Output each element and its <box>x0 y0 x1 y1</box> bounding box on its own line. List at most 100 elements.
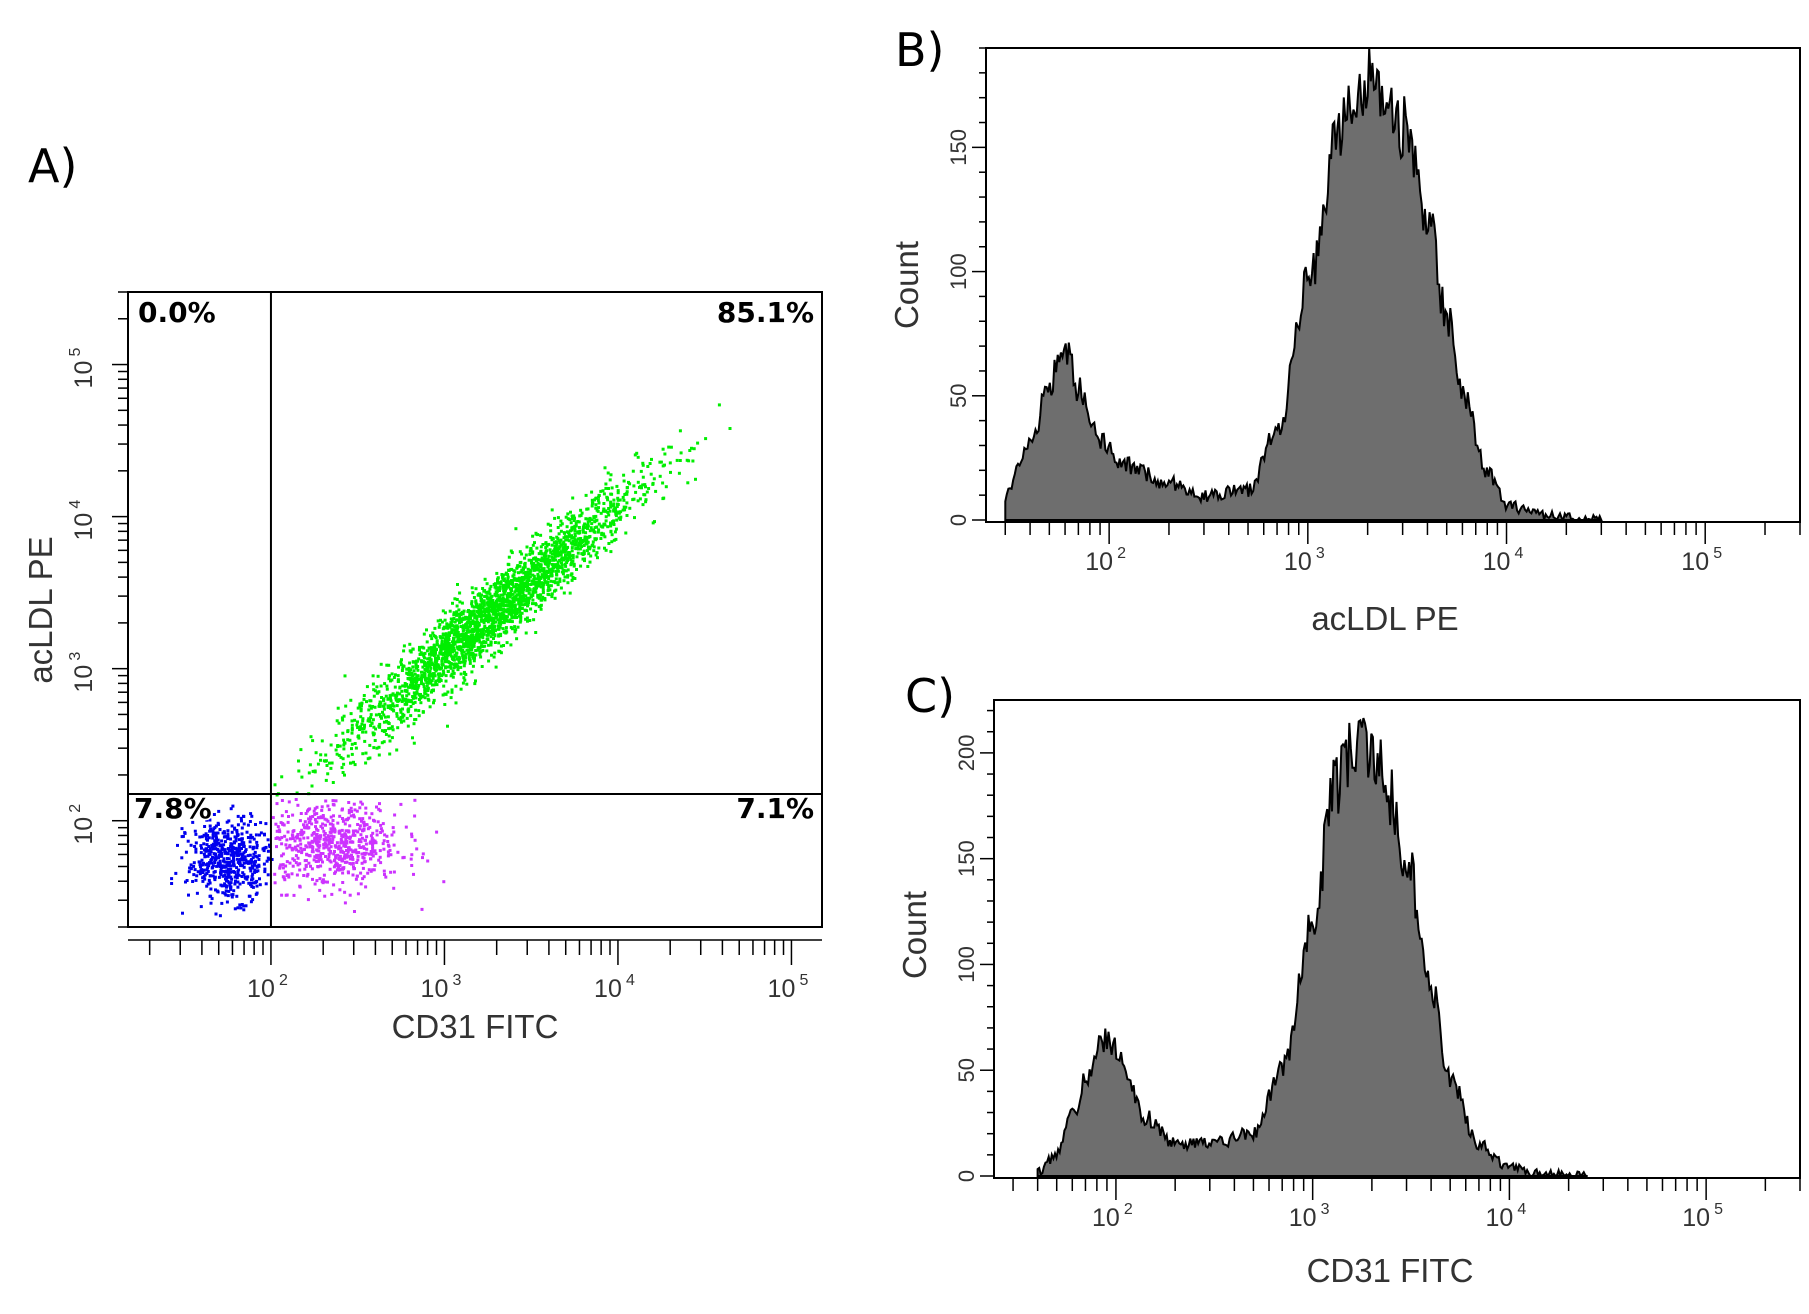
scatter-point-double-positive <box>571 496 575 500</box>
scatter-point-cd31-positive <box>323 880 327 884</box>
scatter-point-double-negative <box>220 901 224 905</box>
scatter-point-cd31-positive <box>361 817 365 821</box>
scatter-point-double-negative <box>201 863 205 867</box>
scatter-point-double-positive <box>429 681 433 685</box>
scatter-point-double-positive <box>379 684 383 688</box>
scatter-point-double-negative <box>241 871 245 875</box>
scatter-point-double-positive <box>340 766 344 770</box>
scatter-point-double-positive <box>350 728 354 732</box>
scatter-point-double-positive <box>518 610 522 614</box>
scatter-point-cd31-positive <box>303 859 307 863</box>
scatter-point-double-positive <box>357 736 361 740</box>
scatter-point-double-positive <box>519 597 523 601</box>
scatter-point-cd31-positive <box>347 848 351 852</box>
scatter-point-double-positive <box>523 565 527 569</box>
scatter-point-double-positive <box>466 639 470 643</box>
scatter-point-double-negative <box>199 863 203 867</box>
scatter-point-double-positive <box>518 608 522 612</box>
scatter-point-double-positive <box>566 551 570 555</box>
scatter-point-double-positive <box>540 573 544 577</box>
scatter-point-double-positive <box>405 690 409 694</box>
scatter-point-double-positive <box>329 743 333 747</box>
scatter-point-double-positive <box>413 700 417 704</box>
scatter-point-double-positive <box>462 616 466 620</box>
scatter-point-double-positive <box>572 536 576 540</box>
scatter-point-double-positive <box>417 709 421 713</box>
scatter-point-double-positive <box>520 611 524 615</box>
scatter-point-cd31-positive <box>337 830 341 834</box>
scatter-point-double-positive <box>486 638 490 641</box>
scatter-point-double-positive <box>543 555 547 559</box>
scatter-point-double-positive <box>529 548 533 552</box>
scatter-point-cd31-positive <box>349 835 352 839</box>
scatter-point-double-positive <box>461 681 465 685</box>
scatter-point-double-positive <box>450 688 454 692</box>
scatter-point-double-positive <box>402 719 406 723</box>
scatter-point-double-positive <box>373 705 377 709</box>
scatter-point-double-positive <box>691 459 695 463</box>
scatter-point-double-positive <box>593 526 597 530</box>
scatter-point-double-positive <box>430 690 433 694</box>
scatter-point-cd31-positive <box>332 814 335 818</box>
scatter-point-double-positive <box>383 715 387 719</box>
scatter-point-double-positive <box>583 535 587 539</box>
scatter-point-double-negative <box>255 846 259 850</box>
scatter-point-double-positive <box>335 719 339 723</box>
scatter-point-double-positive <box>507 608 511 612</box>
scatter-point-double-positive <box>446 690 450 694</box>
x-axis-ticks-b: 10 2 10 3 10 4 10 5 <box>986 521 1801 576</box>
scatter-point-double-negative <box>235 853 239 857</box>
scatter-point-cd31-positive <box>319 834 323 838</box>
scatter-point-double-positive <box>520 579 524 583</box>
scatter-point-double-positive <box>583 522 587 526</box>
scatter-point-double-positive <box>563 575 567 579</box>
scatter-point-double-positive <box>616 489 620 493</box>
scatter-point-double-positive <box>537 552 541 556</box>
scatter-point-double-negative <box>265 859 269 863</box>
scatter-point-double-negative <box>193 868 197 872</box>
scatter-point-double-positive <box>615 518 619 522</box>
scatter-point-double-positive <box>553 596 557 600</box>
scatter-point-double-positive <box>442 684 446 688</box>
scatter-point-double-positive <box>446 665 450 669</box>
scatter-point-double-positive <box>422 632 426 636</box>
scatter-point-double-negative <box>207 864 210 868</box>
scatter-point-double-negative <box>237 844 241 848</box>
scatter-point-double-positive <box>570 561 573 565</box>
scatter-point-double-positive <box>649 472 653 476</box>
scatter-point-double-positive <box>514 527 518 531</box>
scatter-point-double-positive <box>387 727 391 731</box>
scatter-point-cd31-positive <box>343 853 347 857</box>
scatter-point-double-positive <box>434 651 437 655</box>
scatter-point-double-positive <box>400 663 403 667</box>
scatter-point-double-positive <box>534 557 538 561</box>
scatter-point-cd31-positive <box>409 857 413 861</box>
scatter-point-double-positive <box>460 660 464 664</box>
scatter-point-double-positive <box>455 618 459 622</box>
scatter-point-double-positive <box>475 602 479 606</box>
scatter-point-double-positive <box>464 638 468 642</box>
scatter-point-cd31-positive <box>314 825 317 829</box>
scatter-point-double-positive <box>566 581 570 585</box>
scatter-point-double-negative <box>228 883 232 887</box>
panel-label-c: C) <box>905 669 955 723</box>
scatter-point-double-positive <box>443 637 447 641</box>
scatter-point-cd31-positive <box>310 833 314 837</box>
scatter-point-cd31-positive <box>360 852 364 856</box>
scatter-point-double-positive <box>566 568 570 572</box>
scatter-point-double-positive <box>441 633 445 636</box>
scatter-point-cd31-positive <box>292 893 296 897</box>
scatter-point-double-positive <box>442 671 446 675</box>
scatter-point-double-positive <box>454 684 458 688</box>
scatter-point-double-negative <box>201 876 205 880</box>
scatter-point-double-positive <box>486 607 490 611</box>
scatter-point-double-positive <box>475 627 479 631</box>
scatter-point-double-positive <box>546 571 550 574</box>
scatter-point-cd31-positive <box>329 831 333 835</box>
scatter-point-double-positive <box>428 705 432 709</box>
scatter-point-double-negative <box>244 904 248 908</box>
scatter-point-double-positive <box>360 704 363 708</box>
scatter-point-double-negative <box>180 827 184 831</box>
scatter-point-double-positive <box>422 685 426 689</box>
scatter-point-double-negative <box>189 863 193 867</box>
